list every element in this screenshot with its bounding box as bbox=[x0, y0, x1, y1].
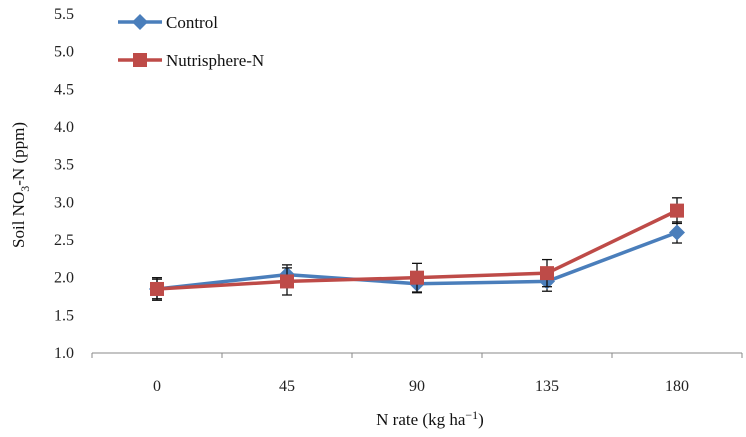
series-nutrisphere-n bbox=[150, 197, 684, 300]
data-point bbox=[150, 281, 164, 296]
legend-label: Nutrisphere-N bbox=[166, 51, 264, 70]
x-axis-title-sup: −1 bbox=[465, 408, 478, 422]
y-tick-label: 1.0 bbox=[54, 345, 74, 362]
y-axis-title-tail: -N (ppm) bbox=[9, 122, 28, 186]
y-tick-label: 3.5 bbox=[54, 157, 74, 174]
x-axis-title: N rate (kg ha−1) bbox=[376, 408, 484, 429]
y-tick-label: 3.0 bbox=[54, 194, 74, 211]
x-tick-label: 90 bbox=[409, 378, 425, 395]
data-point bbox=[410, 270, 424, 285]
legend-label: Control bbox=[166, 13, 218, 32]
x-tick-label: 180 bbox=[665, 378, 689, 395]
y-tick-label: 5.5 bbox=[54, 6, 74, 23]
y-tick-label: 2.0 bbox=[54, 270, 74, 287]
x-axis-tick-labels: 0 45 90 135 180 bbox=[153, 378, 689, 395]
legend: Control Nutrisphere-N bbox=[118, 13, 264, 70]
legend-marker bbox=[132, 14, 148, 30]
y-axis-title: Soil NO3-N (ppm) bbox=[9, 122, 32, 248]
legend-item: Nutrisphere-N bbox=[118, 51, 264, 70]
x-axis-title-tail: ) bbox=[478, 410, 484, 429]
x-axis-tick-marks bbox=[91, 353, 743, 358]
data-point bbox=[669, 224, 685, 241]
data-point bbox=[670, 203, 684, 218]
y-axis-tick-labels: 1.0 1.5 2.0 2.5 3.0 3.5 4.0 4.5 5.0 5.5 bbox=[54, 6, 74, 362]
legend-marker bbox=[133, 53, 147, 67]
y-tick-label: 4.0 bbox=[54, 119, 74, 136]
y-axis-title-main: Soil NO bbox=[9, 192, 28, 248]
x-tick-label: 135 bbox=[535, 378, 559, 395]
x-axis-title-main: N rate (kg ha bbox=[376, 410, 466, 429]
x-tick-label: 0 bbox=[153, 378, 161, 395]
series-layer bbox=[149, 197, 685, 301]
x-tick-label: 45 bbox=[279, 378, 295, 395]
y-tick-label: 4.5 bbox=[54, 81, 74, 98]
y-tick-label: 1.5 bbox=[54, 307, 74, 324]
data-point bbox=[540, 266, 554, 281]
y-tick-label: 5.0 bbox=[54, 44, 74, 61]
y-axis-title-sub: 3 bbox=[18, 186, 32, 192]
legend-item: Control bbox=[118, 13, 218, 32]
y-tick-label: 2.5 bbox=[54, 232, 74, 249]
data-point bbox=[280, 274, 294, 289]
